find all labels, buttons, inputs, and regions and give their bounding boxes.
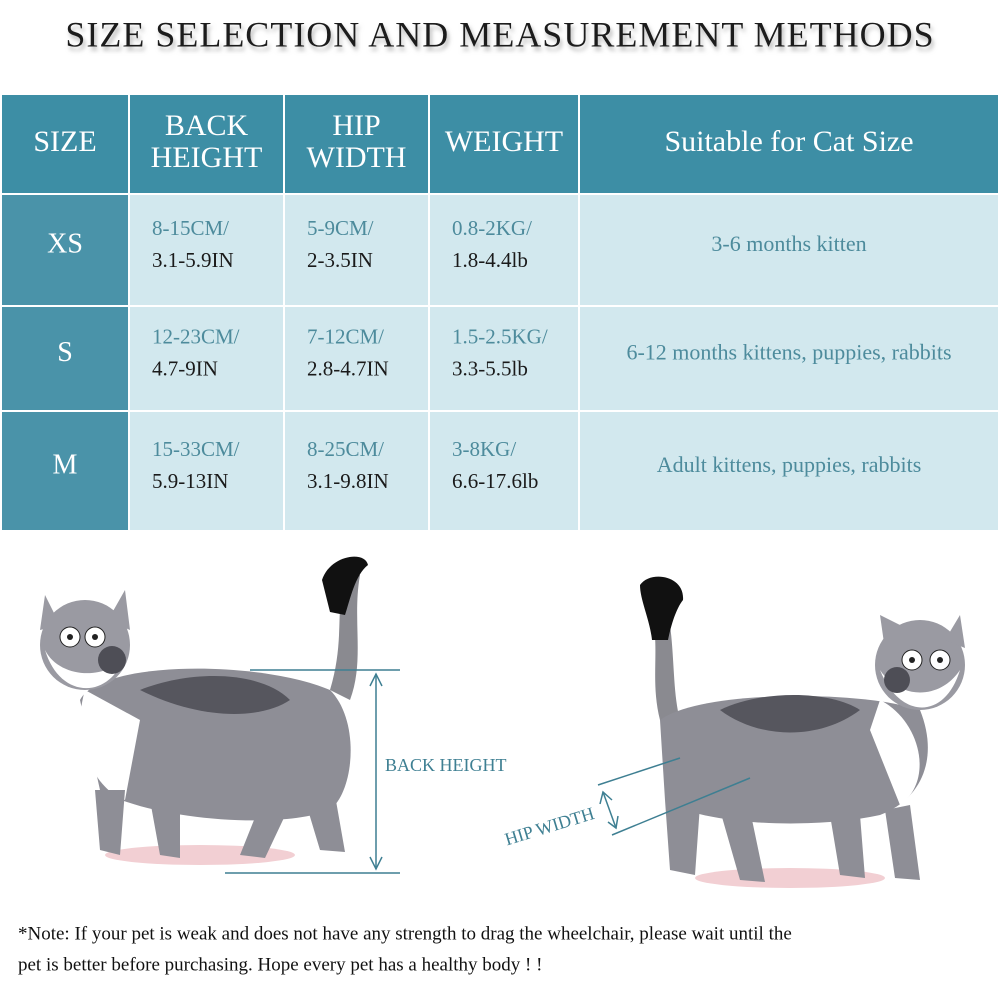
header-text: BACK <box>165 109 249 142</box>
data-cell <box>130 195 283 305</box>
data-cell <box>285 195 428 305</box>
data-cell <box>285 412 428 530</box>
header-cell <box>285 95 428 193</box>
data-cell <box>130 412 283 530</box>
note-line: *Note: If your pet is weak and does not … <box>18 923 792 944</box>
hip-width-label: HIP WIDTH <box>502 803 596 849</box>
cell-text: 8-15CM/ <box>152 216 229 240</box>
cell-text: 2.8-4.7IN <box>307 356 389 380</box>
cell-text: 3.1-5.9IN <box>152 248 234 272</box>
cell-text: 3-6 months kitten <box>711 231 866 256</box>
header-text: WIDTH <box>307 141 407 174</box>
cell-text: 5-9CM/ <box>307 216 374 240</box>
cell-text: 5.9-13IN <box>152 469 228 493</box>
size-cell <box>2 195 128 305</box>
cell-text: 4.7-9IN <box>152 356 218 380</box>
cell-text: 0.8-2KG/ <box>452 216 532 240</box>
size-cell <box>2 412 128 530</box>
cat-left <box>40 556 368 865</box>
header-text: WEIGHT <box>445 125 563 158</box>
cell-text: 3.3-5.5lb <box>452 356 528 380</box>
data-cell <box>430 412 578 530</box>
header-text: HEIGHT <box>151 141 263 174</box>
data-cell <box>130 307 283 410</box>
header-cell <box>2 95 128 193</box>
header-text: Suitable for Cat Size <box>664 125 913 158</box>
cat-right <box>640 576 965 888</box>
header-text: HIP <box>332 109 380 142</box>
cell-text: 12-23CM/ <box>152 324 240 348</box>
size-cell <box>2 307 128 410</box>
title: SIZE SELECTION AND MEASUREMENT METHODS <box>65 14 934 54</box>
back-height-measure <box>225 669 400 874</box>
cell-text: 8-25CM/ <box>307 437 384 461</box>
cell-text: 3.1-9.8IN <box>307 469 389 493</box>
cell-text: 7-12CM/ <box>307 324 384 348</box>
note-line: pet is better before purchasing. Hope ev… <box>18 954 542 975</box>
header-cell <box>580 95 998 193</box>
cell-text: 15-33CM/ <box>152 437 240 461</box>
cell-text: M <box>53 449 78 480</box>
header-text: SIZE <box>33 125 96 158</box>
cell-text: 1.5-2.5KG/ <box>452 324 548 348</box>
cell-text: 1.8-4.4lb <box>452 248 528 272</box>
cell-text: S <box>57 337 73 368</box>
back-height-label: BACK HEIGHT <box>385 755 507 775</box>
data-cell <box>285 307 428 410</box>
data-cell <box>580 412 998 530</box>
cell-text: 3-8KG/ <box>452 437 516 461</box>
data-cell <box>430 195 578 305</box>
data-cell <box>580 307 998 410</box>
hip-width-measure <box>597 757 751 836</box>
data-cell <box>430 307 578 410</box>
data-cell <box>580 195 998 305</box>
header-cell <box>130 95 283 193</box>
cell-text: 6-12 months kittens, puppies, rabbits <box>626 340 951 365</box>
cell-text: Adult kittens, puppies, rabbits <box>657 452 922 477</box>
cell-text: 6.6-17.6lb <box>452 469 538 493</box>
cell-text: XS <box>47 228 83 259</box>
header-cell <box>430 95 578 193</box>
cell-text: 2-3.5IN <box>307 248 373 272</box>
